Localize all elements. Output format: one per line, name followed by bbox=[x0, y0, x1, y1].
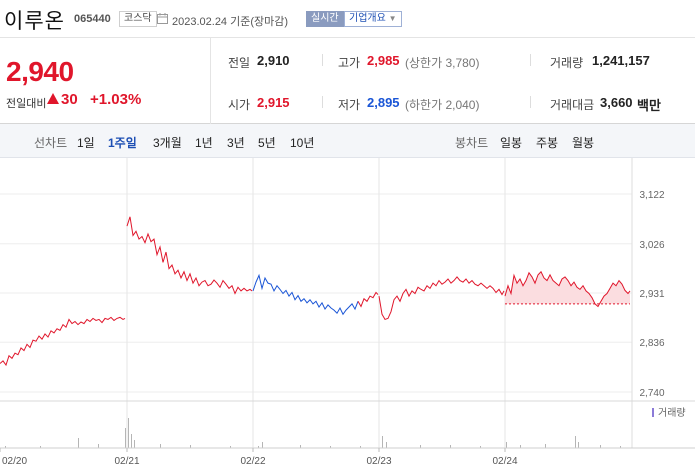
amount-value: 3,660 bbox=[600, 95, 633, 110]
volume-bar bbox=[420, 445, 421, 448]
y-tick-label: 2,836 bbox=[639, 338, 664, 349]
stock-code: 065440 bbox=[74, 13, 111, 25]
change-label: 전일대비 bbox=[6, 98, 47, 110]
chevron-down-icon: ▼ bbox=[388, 14, 397, 23]
x-tick-label: 02/20 bbox=[2, 456, 27, 467]
low-value: 2,895 bbox=[367, 95, 400, 110]
volume-bar bbox=[520, 445, 521, 448]
company-info-label: 기업개요 bbox=[349, 13, 386, 24]
x-tick-label: 02/23 bbox=[366, 456, 391, 467]
volume-bar bbox=[40, 446, 41, 448]
y-tick-label: 3,026 bbox=[639, 240, 664, 251]
stock-name: 이루온 bbox=[4, 10, 65, 33]
line-chart-label: 선차트 bbox=[34, 136, 68, 150]
volume-bar bbox=[480, 446, 481, 448]
volume-bar bbox=[134, 440, 135, 448]
volume-bar bbox=[5, 446, 6, 448]
series-line-day-3-up bbox=[357, 291, 379, 308]
market-badge: 코스닥 bbox=[119, 11, 157, 27]
volume-bar bbox=[382, 436, 383, 448]
volume-bar bbox=[78, 438, 79, 448]
summary-divider bbox=[210, 38, 211, 124]
company-info-dropdown[interactable]: 기업개요 ▼ bbox=[344, 11, 402, 27]
x-tick-label: 02/21 bbox=[114, 456, 139, 467]
stock-header: 이루온 065440 코스닥 2023.02.24 기준(장마감) 실시간 기업… bbox=[0, 0, 695, 38]
period-1w[interactable]: 1주일 bbox=[108, 136, 137, 150]
volume-bar bbox=[131, 434, 132, 448]
series-line-day-5 bbox=[504, 270, 631, 308]
quote-date: 2023.02.24 기준(장마감) bbox=[172, 16, 289, 28]
volume-bar bbox=[545, 444, 546, 448]
volume-label: 거래량 bbox=[550, 56, 584, 70]
y-tick-label: 2,931 bbox=[639, 289, 664, 300]
y-tick-label: 2,740 bbox=[639, 388, 664, 399]
volume-bar bbox=[190, 445, 191, 448]
candle-monthly[interactable]: 월봉 bbox=[572, 136, 595, 150]
volume-legend-label: 거래량 bbox=[658, 407, 686, 419]
amount-label: 거래대금 bbox=[550, 98, 595, 112]
high-value: 2,985 bbox=[367, 53, 400, 68]
volume-bar bbox=[98, 444, 99, 448]
volume-bar bbox=[230, 446, 231, 448]
series-line-day-1 bbox=[0, 316, 126, 367]
volume-bar bbox=[125, 428, 126, 448]
high-label: 고가 bbox=[338, 56, 361, 70]
volume-bar bbox=[600, 445, 601, 448]
divider bbox=[322, 54, 323, 66]
period-5y[interactable]: 5년 bbox=[258, 136, 276, 150]
up-area-fill bbox=[505, 271, 630, 304]
volume-bar bbox=[620, 446, 621, 448]
period-3y[interactable]: 3년 bbox=[227, 136, 245, 150]
x-tick-label: 02/24 bbox=[492, 456, 517, 467]
volume-bar bbox=[300, 445, 301, 448]
prev-close-value: 2,910 bbox=[257, 53, 290, 68]
current-price: 2,940 bbox=[6, 56, 74, 87]
divider bbox=[530, 54, 531, 66]
y-tick-label: 3,122 bbox=[639, 190, 664, 201]
volume-bar bbox=[386, 442, 387, 448]
quote-summary: 2,940 전일대비 30 +1.03% 전일 2,910 고가 2,985 (… bbox=[0, 38, 695, 124]
volume-bar bbox=[450, 445, 451, 448]
volume-bar bbox=[258, 446, 259, 448]
volume-bar bbox=[160, 444, 161, 448]
volume-bar bbox=[128, 418, 129, 448]
series-line-day-4 bbox=[378, 276, 505, 321]
divider bbox=[530, 96, 531, 108]
change-value: 30 bbox=[61, 91, 78, 108]
volume-bar bbox=[330, 446, 331, 448]
low-label: 저가 bbox=[338, 98, 361, 112]
prev-close-label: 전일 bbox=[228, 56, 251, 70]
volume-bar bbox=[262, 442, 263, 448]
period-1d[interactable]: 1일 bbox=[77, 136, 95, 150]
open-label: 시가 bbox=[228, 98, 251, 112]
candle-weekly[interactable]: 주봉 bbox=[536, 136, 559, 150]
amount-unit: 백만 bbox=[637, 98, 661, 113]
volume-bar bbox=[360, 446, 361, 448]
candle-chart-label: 봉차트 bbox=[455, 136, 489, 150]
volume-bar bbox=[575, 436, 576, 448]
calendar-icon bbox=[157, 13, 168, 24]
price-chart-svg: 3,122 3,026 2,931 2,836 2,740 거래량 02/20 02/21 02… bbox=[0, 158, 695, 467]
volume-legend-swatch bbox=[652, 408, 654, 417]
up-arrow-icon bbox=[47, 93, 59, 104]
change-percent: +1.03% bbox=[90, 91, 142, 108]
open-value: 2,915 bbox=[257, 95, 290, 110]
x-tick-label: 02/22 bbox=[240, 456, 265, 467]
price-chart[interactable]: 3,122 3,026 2,931 2,836 2,740 거래량 02/20 02/21 02… bbox=[0, 158, 695, 476]
volume-bar bbox=[578, 442, 579, 448]
volume-value: 1,241,157 bbox=[592, 53, 650, 68]
lower-limit: (하한가 2,040) bbox=[405, 98, 480, 112]
chart-period-bar: 선차트 1일 1주일 3개월 1년 3년 5년 10년 봉차트 일봉 주봉 월봉 bbox=[0, 124, 695, 158]
series-line-day-3-down bbox=[252, 273, 359, 316]
period-10y[interactable]: 10년 bbox=[290, 136, 315, 150]
divider bbox=[322, 96, 323, 108]
upper-limit: (상한가 3,780) bbox=[405, 56, 480, 70]
period-3m[interactable]: 3개월 bbox=[153, 136, 182, 150]
realtime-badge[interactable]: 실시간 bbox=[306, 11, 344, 27]
period-1y[interactable]: 1년 bbox=[195, 136, 213, 150]
volume-bar bbox=[506, 442, 507, 448]
candle-daily[interactable]: 일봉 bbox=[500, 136, 523, 150]
series-line-day-2 bbox=[126, 216, 253, 295]
